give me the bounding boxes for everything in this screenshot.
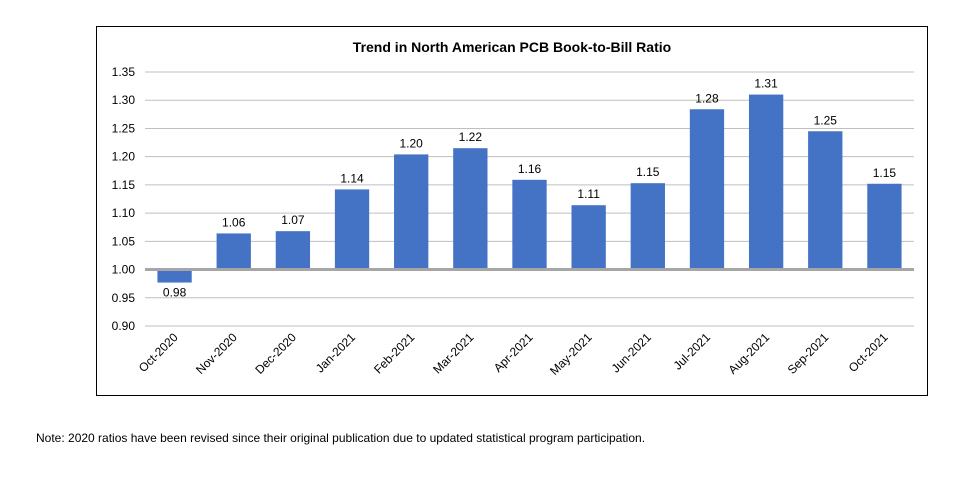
y-tick-label: 1.20 bbox=[112, 150, 136, 164]
y-tick-label: 1.25 bbox=[112, 121, 136, 135]
x-tick-label: Feb-2021 bbox=[371, 330, 417, 376]
x-tick-label: Jan-2021 bbox=[313, 330, 359, 376]
data-label: 1.28 bbox=[695, 91, 719, 105]
bar bbox=[216, 233, 251, 270]
data-label: 1.15 bbox=[873, 166, 897, 180]
y-tick-label: 1.05 bbox=[112, 234, 136, 248]
bar bbox=[394, 154, 429, 270]
x-tick-label: May-2021 bbox=[547, 330, 595, 378]
bar bbox=[630, 183, 665, 270]
data-label: 1.25 bbox=[814, 113, 838, 127]
data-label: 0.98 bbox=[163, 286, 187, 300]
data-label: 1.15 bbox=[636, 165, 660, 179]
bar bbox=[334, 189, 370, 270]
data-label: 1.11 bbox=[577, 187, 600, 201]
y-tick-label: 1.15 bbox=[112, 178, 136, 192]
y-tick-label: 1.10 bbox=[112, 206, 136, 220]
bar bbox=[157, 269, 192, 283]
footnote: Note: 2020 ratios have been revised sinc… bbox=[36, 431, 646, 445]
data-label: 1.22 bbox=[459, 130, 483, 144]
data-labels: 0.98 1.06 1.07 1.14 1.20 1.22 1.16 1.11 1.15 1.28… bbox=[163, 77, 897, 300]
bar bbox=[571, 205, 606, 270]
bars bbox=[157, 94, 902, 283]
data-label: 1.20 bbox=[400, 136, 424, 150]
bar bbox=[453, 148, 488, 270]
y-tick-label: 1.35 bbox=[112, 65, 136, 79]
x-tick-label: Aug-2021 bbox=[726, 330, 773, 377]
y-tick-label: 1.30 bbox=[112, 93, 136, 107]
bar bbox=[689, 109, 725, 270]
x-tick-label: Oct-2021 bbox=[846, 330, 891, 375]
y-tick-label: 0.95 bbox=[112, 291, 136, 305]
bar bbox=[867, 183, 902, 270]
data-label: 1.06 bbox=[222, 215, 246, 229]
x-axis-ticks: Oct-2020 Nov-2020 Dec-2020 Jan-2021 Feb-2021… bbox=[136, 330, 891, 378]
x-tick-label: Nov-2020 bbox=[193, 330, 240, 377]
bar bbox=[275, 231, 311, 270]
x-tick-label: Apr-2021 bbox=[491, 330, 536, 375]
data-label: 1.14 bbox=[340, 171, 364, 185]
y-tick-label: 1.00 bbox=[112, 263, 136, 277]
data-label: 1.31 bbox=[754, 77, 778, 91]
y-tick-label: 0.90 bbox=[112, 319, 136, 333]
bar bbox=[512, 179, 547, 270]
chart-frame bbox=[96, 26, 928, 396]
data-label: 1.07 bbox=[281, 213, 305, 227]
x-tick-label: Jun-2021 bbox=[609, 330, 655, 376]
y-axis-ticks: 0.90 0.95 1.00 1.05 1.10 1.15 1.20 1.25 1.30 1.35 bbox=[112, 65, 136, 333]
bar bbox=[808, 131, 843, 270]
x-tick-label: Oct-2020 bbox=[136, 330, 181, 375]
data-label: 1.16 bbox=[518, 162, 542, 176]
x-tick-label: Dec-2020 bbox=[252, 330, 299, 377]
x-tick-label: Sep-2021 bbox=[785, 330, 832, 377]
bar bbox=[748, 94, 784, 270]
x-tick-label: Jul-2021 bbox=[671, 330, 714, 373]
chart-title: Trend in North American PCB Book-to-Bill… bbox=[353, 39, 671, 55]
x-tick-label: Mar-2021 bbox=[430, 330, 476, 376]
gridlines bbox=[145, 71, 914, 327]
